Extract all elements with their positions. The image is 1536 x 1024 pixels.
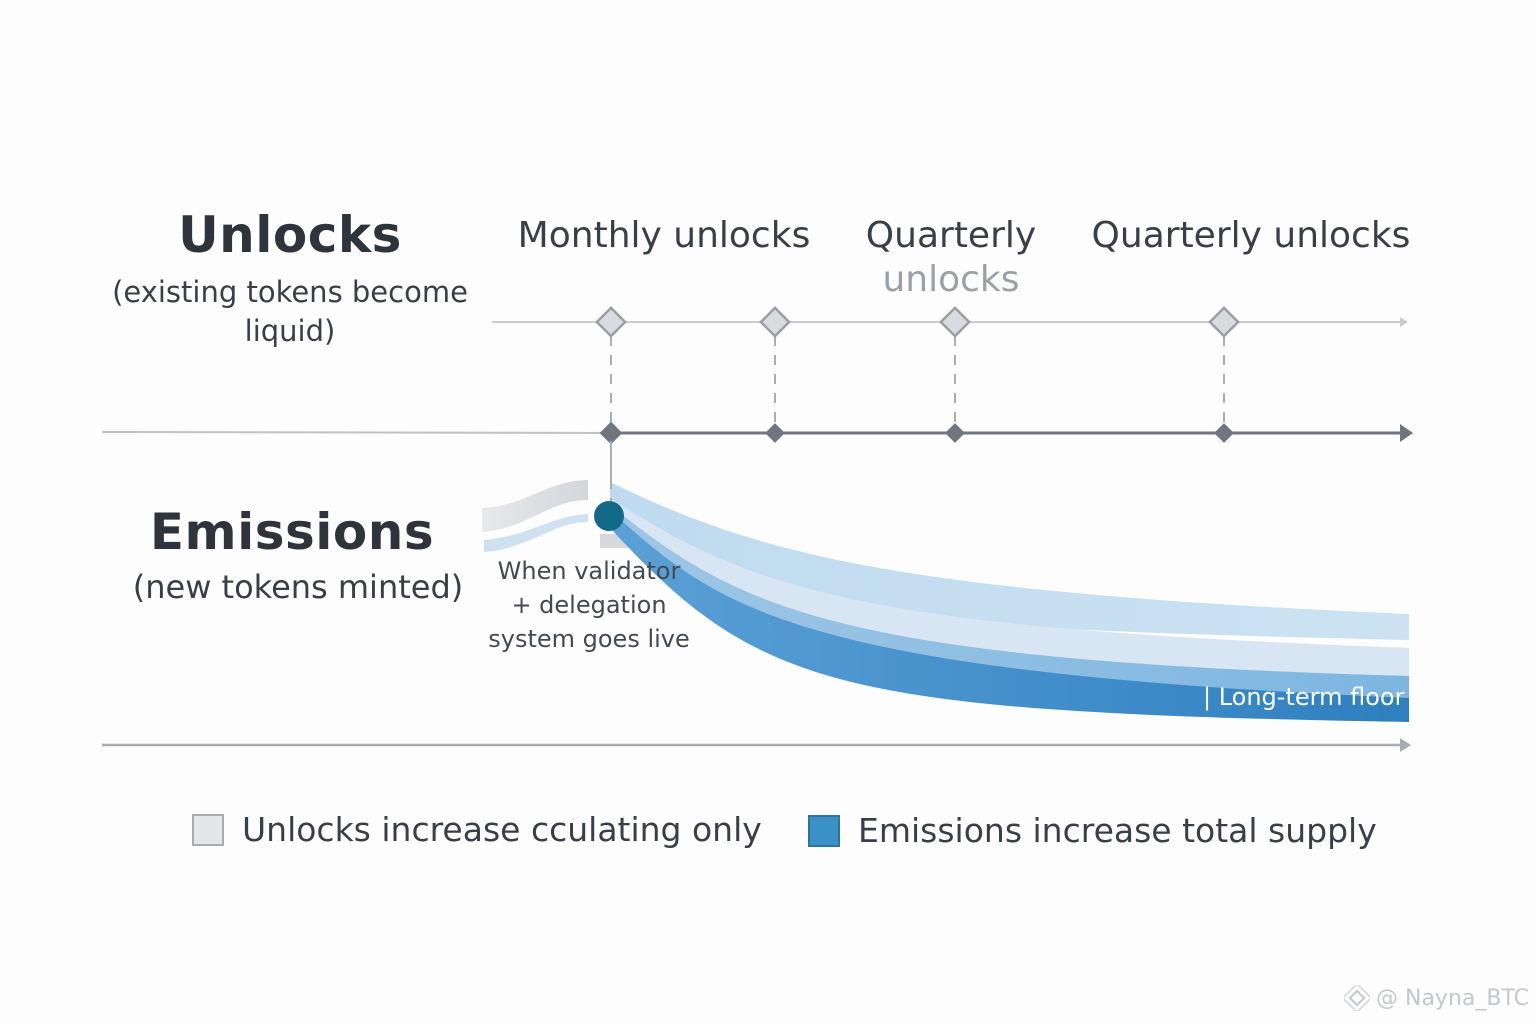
legend-unlocks-label: Unlocks increase cculating only [242, 810, 762, 849]
legend-emissions-label: Emissions increase total supply [858, 811, 1377, 850]
axis-tick-3 [945, 423, 965, 443]
watermark: @ Nayna_BTC [1344, 985, 1529, 1011]
legend-unlocks-swatch [192, 813, 224, 846]
emission-band-upper [610, 482, 1409, 640]
axis-ticks [599, 421, 1234, 445]
label-monthly-unlocks: Monthly unlocks [517, 215, 811, 256]
main-axis-faint [101, 431, 612, 434]
label-quarterly-unlocks-1: Quarterly unlocks [866, 214, 1036, 302]
emission-band-middle-light [610, 498, 1409, 676]
unlocks-title: Unlocks [178, 206, 402, 264]
unlock-marker-3 [939, 306, 971, 338]
pre-band-blue [484, 514, 588, 552]
bottom-axis-arrowhead [1400, 738, 1411, 752]
label-quarterly-1-line2: unlocks [882, 259, 1020, 300]
unlocks-subtitle: (existing tokens become liquid) [80, 273, 500, 351]
go-live-point [594, 501, 624, 531]
watermark-logo-icon [1344, 985, 1370, 1011]
watermark-text: @ Nayna_BTC [1376, 985, 1529, 1011]
axis-tick-1 [599, 421, 623, 445]
unlock-connectors [610, 336, 1225, 485]
emission-band-deep [612, 512, 1409, 722]
annotation-line2: + delegation [511, 591, 667, 619]
main-axis [101, 424, 1413, 442]
emission-bands [610, 482, 1409, 722]
annotation-line1: When validator [497, 557, 681, 585]
legend-emissions-swatch [808, 814, 840, 847]
main-axis-arrowhead [1400, 424, 1413, 442]
annotation-line3: system goes live [488, 625, 690, 653]
unlock-timeline-arrowhead [1400, 317, 1408, 327]
legend-emissions: Emissions increase total supply [808, 811, 1377, 850]
axis-tick-2 [765, 423, 785, 443]
bottom-axis [102, 738, 1411, 752]
go-live-annotation: When validator + delegation system goes … [488, 554, 690, 656]
axis-tick-4 [1214, 423, 1234, 443]
unlock-markers [595, 306, 1240, 338]
label-quarterly-1-line1: Quarterly [865, 215, 1037, 256]
label-quarterly-unlocks-2: Quarterly unlocks [1091, 215, 1411, 256]
pre-band-gray [482, 480, 588, 532]
unlocks-subtitle-line1: (existing tokens become [112, 275, 468, 309]
emission-band-middle [610, 505, 1409, 700]
emissions-subtitle: (new tokens minted) [132, 568, 464, 606]
legend-unlocks: Unlocks increase cculating only [192, 810, 762, 849]
long-term-floor-label: | Long-term floor [1203, 683, 1405, 711]
unlock-marker-1 [595, 306, 627, 338]
emissions-title: Emissions [149, 503, 435, 561]
unlocks-subtitle-line2: liquid) [244, 314, 336, 348]
unlock-marker-4 [1208, 306, 1240, 338]
unlock-marker-2 [759, 306, 791, 338]
